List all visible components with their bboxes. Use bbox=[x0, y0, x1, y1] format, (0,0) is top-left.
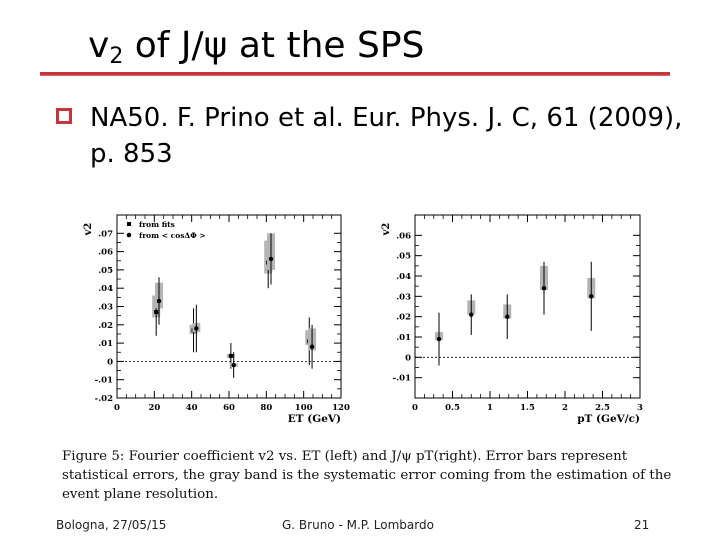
title-v: v bbox=[88, 25, 110, 66]
y-tick-label: .04 bbox=[98, 284, 113, 294]
y-tick-label: .05 bbox=[98, 266, 113, 276]
y-tick-label: .03 bbox=[396, 292, 411, 302]
chart-panel-2: -.01 0 .01 .02 .03 .04 .05 .06 0 0.5 1 1.5 2 2.5 3 v2 pT… bbox=[381, 214, 643, 425]
bullet-box-icon bbox=[56, 108, 72, 124]
data-point-circle bbox=[541, 286, 547, 291]
y-tick-label: .07 bbox=[98, 229, 113, 239]
x-tick-label: 120 bbox=[332, 403, 350, 413]
data-point-circle bbox=[194, 326, 199, 331]
title-rest: of J/ψ at the SPS bbox=[123, 25, 425, 66]
y-tick-label: 0 bbox=[107, 357, 113, 367]
y-tick-label: 0 bbox=[405, 353, 411, 363]
data-point-circle bbox=[589, 294, 594, 299]
y-axis-label: v2 bbox=[83, 223, 94, 237]
figure: -.02 -.01 0.01.02.03.04.05.06.07 0 20 40 60 80 1… bbox=[60, 205, 680, 505]
y-tick-label: -.01 bbox=[393, 374, 411, 384]
y-tick-label: .02 bbox=[98, 321, 113, 331]
x-tick-label: 80 bbox=[260, 403, 272, 413]
x-tick-label: 2.5 bbox=[595, 403, 610, 413]
footer-page-number: 21 bbox=[634, 518, 650, 532]
data-point-circle bbox=[156, 298, 162, 304]
footer-authors: G. Bruno - M.P. Lombardo bbox=[282, 518, 434, 532]
x-tick-label: 100 bbox=[295, 403, 313, 413]
slide-title: v2 of J/ψ at the SPS bbox=[88, 24, 424, 79]
y-tick-label: .01 bbox=[98, 339, 113, 349]
x-tick-label: 2 bbox=[562, 403, 568, 413]
footer-date: Bologna, 27/05/15 bbox=[56, 518, 167, 532]
title-subscript: 2 bbox=[109, 44, 124, 69]
chart-panel-1: -.02 -.01 0 .01 .02 .03 .04 .05 .06 .07 0 20 40 60 80 1… bbox=[83, 214, 350, 425]
y-tick-label: .01 bbox=[396, 333, 411, 343]
x-tick-label: 1 bbox=[487, 403, 493, 413]
data-point-circle bbox=[309, 344, 315, 349]
figure-charts: -.02-.010.01.02.03.04.05.06.070 20 40 60 80 1… bbox=[83, 214, 643, 425]
x-tick-label: 0 bbox=[114, 403, 120, 413]
y-tick-label: -.02 bbox=[95, 394, 113, 404]
data-point-square bbox=[228, 353, 233, 358]
data-point-circle bbox=[436, 336, 442, 342]
y-tick-label: .02 bbox=[396, 313, 411, 323]
bullet-reference: NA50. F. Prino et al. Eur. Phys. J. C, 6… bbox=[90, 103, 683, 169]
legend-marker-circle bbox=[126, 232, 132, 238]
title-underline bbox=[40, 72, 670, 77]
legend-label: from < cosΔΦ > bbox=[139, 231, 206, 240]
x-tick-label: 60 bbox=[223, 403, 235, 413]
x-tick-label: 20 bbox=[148, 403, 160, 413]
x-axis-label: pT (GeV/c) bbox=[577, 413, 640, 425]
y-axis-label: v2 bbox=[381, 223, 392, 237]
data-point-circle bbox=[505, 314, 510, 319]
y-tick-label: .06 bbox=[98, 248, 113, 258]
y-tick-label: .04 bbox=[396, 272, 411, 282]
figure-caption: Figure 5: Fourier coefficient v2 vs. ET … bbox=[62, 449, 672, 502]
y-tick-label: -.01 bbox=[95, 376, 113, 386]
data-point-circle bbox=[268, 256, 274, 262]
x-tick-label: 1.5 bbox=[520, 403, 535, 413]
data-point-circle bbox=[469, 312, 474, 317]
y-tick-label: .03 bbox=[98, 303, 113, 313]
x-tick-label: 3 bbox=[637, 403, 643, 413]
legend-marker-square bbox=[127, 222, 131, 226]
x-tick-label: 40 bbox=[186, 403, 198, 413]
y-tick-label: .06 bbox=[396, 231, 411, 241]
data-point-circle bbox=[231, 362, 236, 368]
x-tick-label: 0.5 bbox=[445, 403, 460, 413]
plot-frame bbox=[116, 214, 342, 399]
y-tick-label: .05 bbox=[396, 252, 411, 262]
plot-frame bbox=[414, 214, 641, 399]
x-tick-label: 0 bbox=[412, 403, 418, 413]
data-point-square bbox=[154, 309, 159, 314]
legend-label: from fits bbox=[139, 220, 175, 229]
x-axis-label: ET (GeV) bbox=[288, 413, 341, 425]
